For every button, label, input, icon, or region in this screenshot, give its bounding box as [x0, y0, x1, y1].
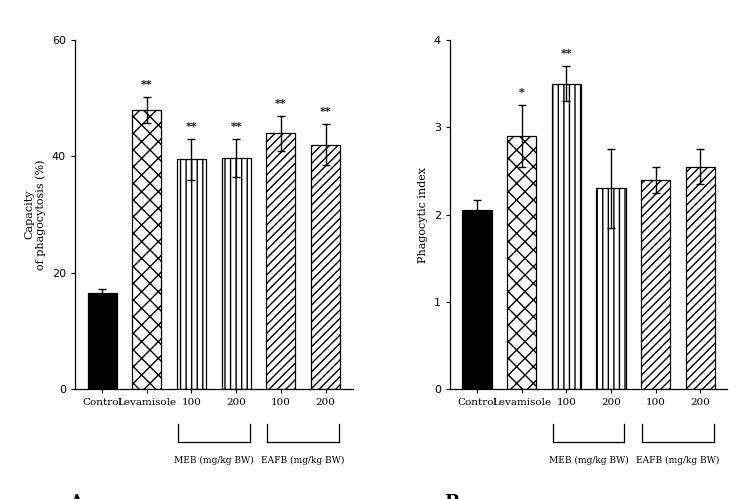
- Text: **: **: [185, 121, 197, 132]
- Bar: [132, 110, 161, 389]
- Y-axis label: Capacity
of phagocytosis (%): Capacity of phagocytosis (%): [24, 159, 46, 270]
- Bar: [686, 167, 715, 389]
- Text: MEB (mg/kg BW): MEB (mg/kg BW): [174, 456, 254, 465]
- Text: **: **: [141, 79, 153, 90]
- Text: EAFB (mg/kg BW): EAFB (mg/kg BW): [262, 456, 345, 465]
- Text: *: *: [519, 87, 524, 98]
- Text: MEB (mg/kg BW): MEB (mg/kg BW): [549, 456, 628, 465]
- Bar: [641, 180, 670, 389]
- Text: B: B: [444, 494, 460, 499]
- Bar: [222, 158, 251, 389]
- Text: **: **: [560, 48, 572, 59]
- Bar: [88, 293, 117, 389]
- Bar: [177, 159, 206, 389]
- Text: **: **: [230, 121, 242, 132]
- Bar: [507, 136, 536, 389]
- Bar: [266, 133, 296, 389]
- Text: A: A: [70, 494, 83, 499]
- Y-axis label: Phagocytic index: Phagocytic index: [419, 167, 428, 262]
- Bar: [552, 83, 580, 389]
- Text: **: **: [320, 106, 332, 117]
- Bar: [311, 145, 340, 389]
- Text: **: **: [275, 98, 286, 109]
- Bar: [596, 189, 626, 389]
- Text: EAFB (mg/kg BW): EAFB (mg/kg BW): [636, 456, 720, 465]
- Bar: [463, 210, 491, 389]
